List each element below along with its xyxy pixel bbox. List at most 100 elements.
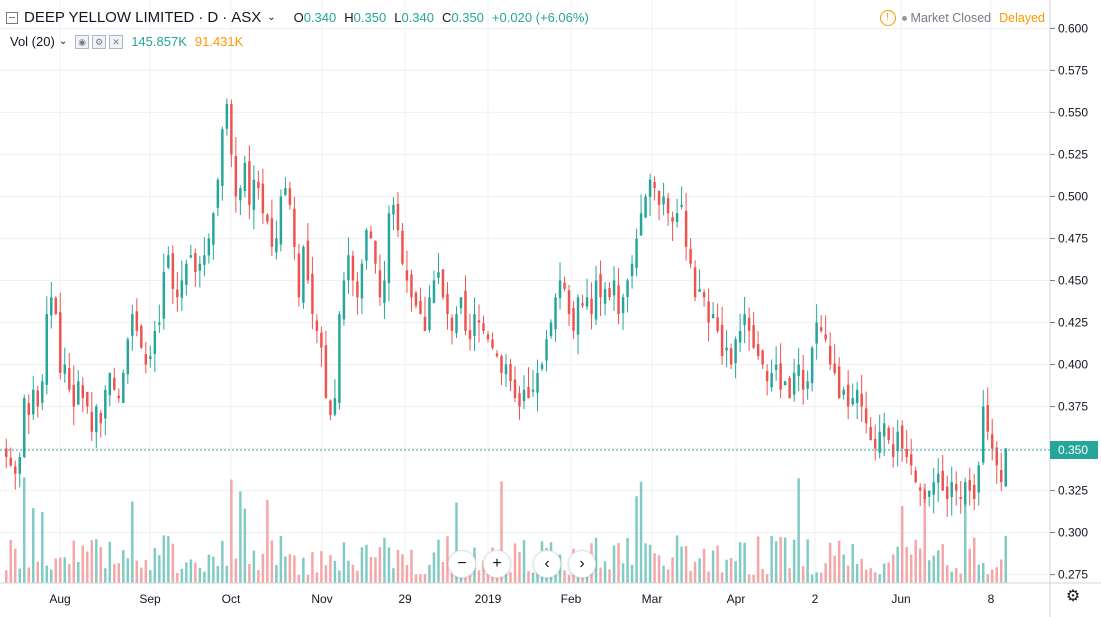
volume-bar (842, 554, 845, 583)
candle-body (68, 368, 71, 390)
candle-body (392, 204, 395, 215)
candle-body (477, 320, 481, 323)
volume-bar (509, 572, 512, 583)
candle-body (743, 314, 746, 326)
volume-bar (108, 541, 112, 583)
candle-body (95, 406, 98, 433)
candle-body (972, 484, 976, 499)
scroll-right-button[interactable]: › (568, 550, 596, 578)
candle-body (527, 386, 530, 399)
chevron-down-icon[interactable]: ⌄ (267, 12, 276, 23)
volume-bar (954, 568, 958, 583)
volume-bar (387, 547, 391, 583)
zoom-in-button[interactable]: + (483, 550, 511, 578)
candle-body (131, 314, 134, 336)
candle-body (648, 179, 652, 197)
warning-icon[interactable]: ! (879, 10, 896, 26)
candle-body (495, 353, 499, 357)
candle-body (113, 377, 116, 390)
candle-body (176, 289, 179, 298)
volume-bar (873, 572, 877, 583)
volume-bar (207, 554, 211, 583)
volume-bar (765, 574, 769, 583)
volume-bar (225, 565, 229, 583)
time-tick-label: 8 (988, 592, 995, 606)
volume-bar (738, 542, 742, 583)
volume-bar (855, 564, 859, 583)
volume-bar (887, 562, 890, 583)
candle-body (90, 412, 94, 432)
candle-body (149, 356, 152, 360)
volume-bar (986, 574, 989, 583)
candle-body (873, 438, 877, 449)
price-axis[interactable]: 0.275 0.300 0.325 0.350 0.375 0.400 0.425 0.450… (1050, 21, 1088, 582)
volume-bar (1000, 559, 1003, 583)
volume-bar (135, 560, 139, 583)
candle-body (36, 390, 40, 407)
price-tick-label: 0.450 (1058, 273, 1088, 287)
candle-body (666, 198, 670, 214)
volume-bar (446, 536, 449, 583)
volume-bar (365, 544, 368, 583)
candle-body (797, 364, 800, 377)
candle-body (225, 104, 229, 129)
candle-body (729, 348, 733, 365)
exchange[interactable]: ASX (231, 9, 262, 26)
volume-bar (297, 574, 301, 583)
separator: · (198, 9, 204, 26)
time-axis[interactable]: Aug Sep Oct Nov 29 2019 Feb Mar Apr 2 Jun 8 (49, 592, 994, 606)
candle-body (576, 297, 580, 335)
volume-bar (374, 557, 377, 583)
volume-bar (189, 559, 193, 583)
candle-body (828, 345, 832, 365)
volume-bar (869, 568, 872, 583)
candle-body (239, 188, 242, 201)
volume-bar (257, 570, 260, 583)
collapse-icon[interactable] (6, 11, 18, 24)
volume-bar (113, 563, 116, 583)
zoom-out-button[interactable]: − (448, 550, 476, 578)
candle-body (342, 280, 346, 320)
volume-bar (419, 574, 422, 583)
chevron-down-icon[interactable]: ⌄ (58, 36, 68, 47)
candle-body (545, 339, 548, 361)
volume-bar (806, 539, 809, 583)
candle-body (936, 473, 940, 483)
candle-body (603, 288, 607, 304)
volume-bar (968, 548, 971, 583)
volume-label[interactable]: Vol (20) (10, 34, 55, 49)
candle-body (698, 288, 701, 292)
settings-icon[interactable]: ⚙ (92, 34, 107, 49)
volume-bar (626, 538, 629, 583)
gear-icon[interactable]: ⚙ (1065, 588, 1081, 605)
volume-bar (252, 550, 256, 583)
volume-bar (617, 543, 620, 583)
candle-body (738, 330, 742, 343)
candle-body (270, 218, 274, 247)
volume-bar (185, 562, 188, 583)
candle-body (842, 389, 845, 395)
volume-bar (896, 546, 899, 583)
candle-body (531, 389, 535, 392)
candle-body (837, 366, 841, 399)
price-tick-label: 0.525 (1058, 147, 1088, 161)
candle-body (324, 345, 328, 399)
candle-body (167, 255, 170, 268)
scroll-left-button[interactable]: ‹ (533, 550, 561, 578)
candle-body (45, 314, 49, 385)
symbol-name[interactable]: DEEP YELLOW LIMITED (24, 9, 195, 26)
close-icon[interactable]: ✕ (109, 34, 124, 49)
candle-body (779, 363, 782, 390)
volume-bar (36, 561, 40, 583)
volume-bar (144, 559, 148, 583)
open-label: O (293, 10, 304, 25)
delayed-label[interactable]: Delayed (999, 11, 1045, 25)
visibility-icon[interactable]: ◉ (75, 34, 90, 49)
volume-bar (275, 565, 278, 583)
volume-bar (932, 555, 935, 583)
volume-bar (603, 561, 607, 583)
interval[interactable]: D (207, 9, 219, 26)
volume-bar (720, 572, 724, 583)
candle-body (977, 465, 980, 493)
